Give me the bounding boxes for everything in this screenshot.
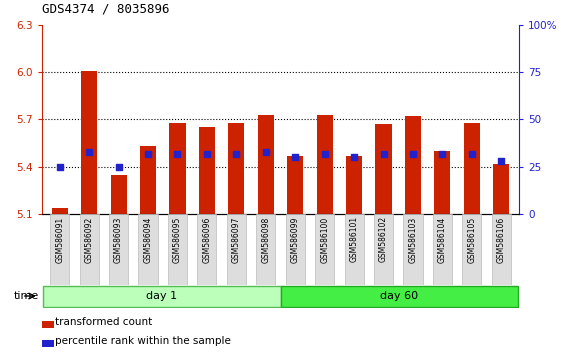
- Text: GSM586096: GSM586096: [203, 216, 211, 263]
- Bar: [405, 116, 421, 214]
- Text: GSM586103: GSM586103: [408, 216, 417, 263]
- Bar: [280, 286, 518, 307]
- Bar: [374, 214, 393, 285]
- Text: GSM586101: GSM586101: [350, 216, 358, 262]
- Point: [408, 151, 417, 156]
- Text: GSM586091: GSM586091: [55, 216, 65, 263]
- Bar: [168, 214, 187, 285]
- Text: GSM586095: GSM586095: [173, 216, 182, 263]
- Text: percentile rank within the sample: percentile rank within the sample: [55, 336, 231, 346]
- Point: [173, 151, 182, 156]
- Point: [438, 151, 447, 156]
- Bar: [434, 151, 450, 214]
- Text: day 1: day 1: [146, 291, 177, 301]
- Point: [232, 151, 241, 156]
- Point: [350, 154, 358, 160]
- Point: [291, 154, 300, 160]
- Text: GDS4374 / 8035896: GDS4374 / 8035896: [42, 3, 169, 16]
- Text: GSM586105: GSM586105: [467, 216, 476, 263]
- Bar: [491, 214, 511, 285]
- Bar: [140, 146, 156, 214]
- Point: [85, 149, 94, 154]
- Text: GSM586100: GSM586100: [320, 216, 329, 263]
- Text: GSM586106: GSM586106: [496, 216, 506, 263]
- Point: [497, 158, 506, 164]
- Point: [203, 151, 211, 156]
- Bar: [257, 115, 274, 214]
- Text: time: time: [14, 291, 39, 301]
- Text: GSM586093: GSM586093: [114, 216, 123, 263]
- Bar: [344, 214, 364, 285]
- Bar: [43, 286, 280, 307]
- Point: [144, 151, 153, 156]
- Point: [379, 151, 388, 156]
- Bar: [169, 122, 186, 214]
- Bar: [80, 214, 99, 285]
- Bar: [42, 321, 54, 328]
- Text: GSM586102: GSM586102: [379, 216, 388, 262]
- Bar: [346, 156, 362, 214]
- Bar: [403, 214, 422, 285]
- Bar: [375, 124, 392, 214]
- Point: [55, 164, 64, 170]
- Text: GSM586098: GSM586098: [261, 216, 270, 263]
- Bar: [256, 214, 275, 285]
- Bar: [197, 214, 217, 285]
- Bar: [81, 70, 97, 214]
- Bar: [286, 214, 305, 285]
- Text: GSM586099: GSM586099: [291, 216, 300, 263]
- Bar: [50, 214, 70, 285]
- Point: [467, 151, 476, 156]
- Bar: [433, 214, 452, 285]
- Point: [261, 149, 270, 154]
- Text: transformed count: transformed count: [55, 318, 152, 327]
- Bar: [139, 214, 158, 285]
- Bar: [287, 156, 304, 214]
- Bar: [464, 122, 480, 214]
- Text: GSM586092: GSM586092: [85, 216, 94, 263]
- Point: [320, 151, 329, 156]
- Text: GSM586094: GSM586094: [144, 216, 153, 263]
- Bar: [316, 115, 333, 214]
- Bar: [462, 214, 481, 285]
- Bar: [109, 214, 128, 285]
- Bar: [111, 175, 127, 214]
- Bar: [199, 127, 215, 214]
- Text: GSM586097: GSM586097: [232, 216, 241, 263]
- Text: GSM586104: GSM586104: [438, 216, 447, 263]
- Bar: [315, 214, 334, 285]
- Bar: [42, 340, 54, 347]
- Point: [114, 164, 123, 170]
- Bar: [52, 208, 68, 214]
- Bar: [228, 122, 245, 214]
- Text: day 60: day 60: [380, 291, 419, 301]
- Bar: [493, 164, 509, 214]
- Bar: [227, 214, 246, 285]
